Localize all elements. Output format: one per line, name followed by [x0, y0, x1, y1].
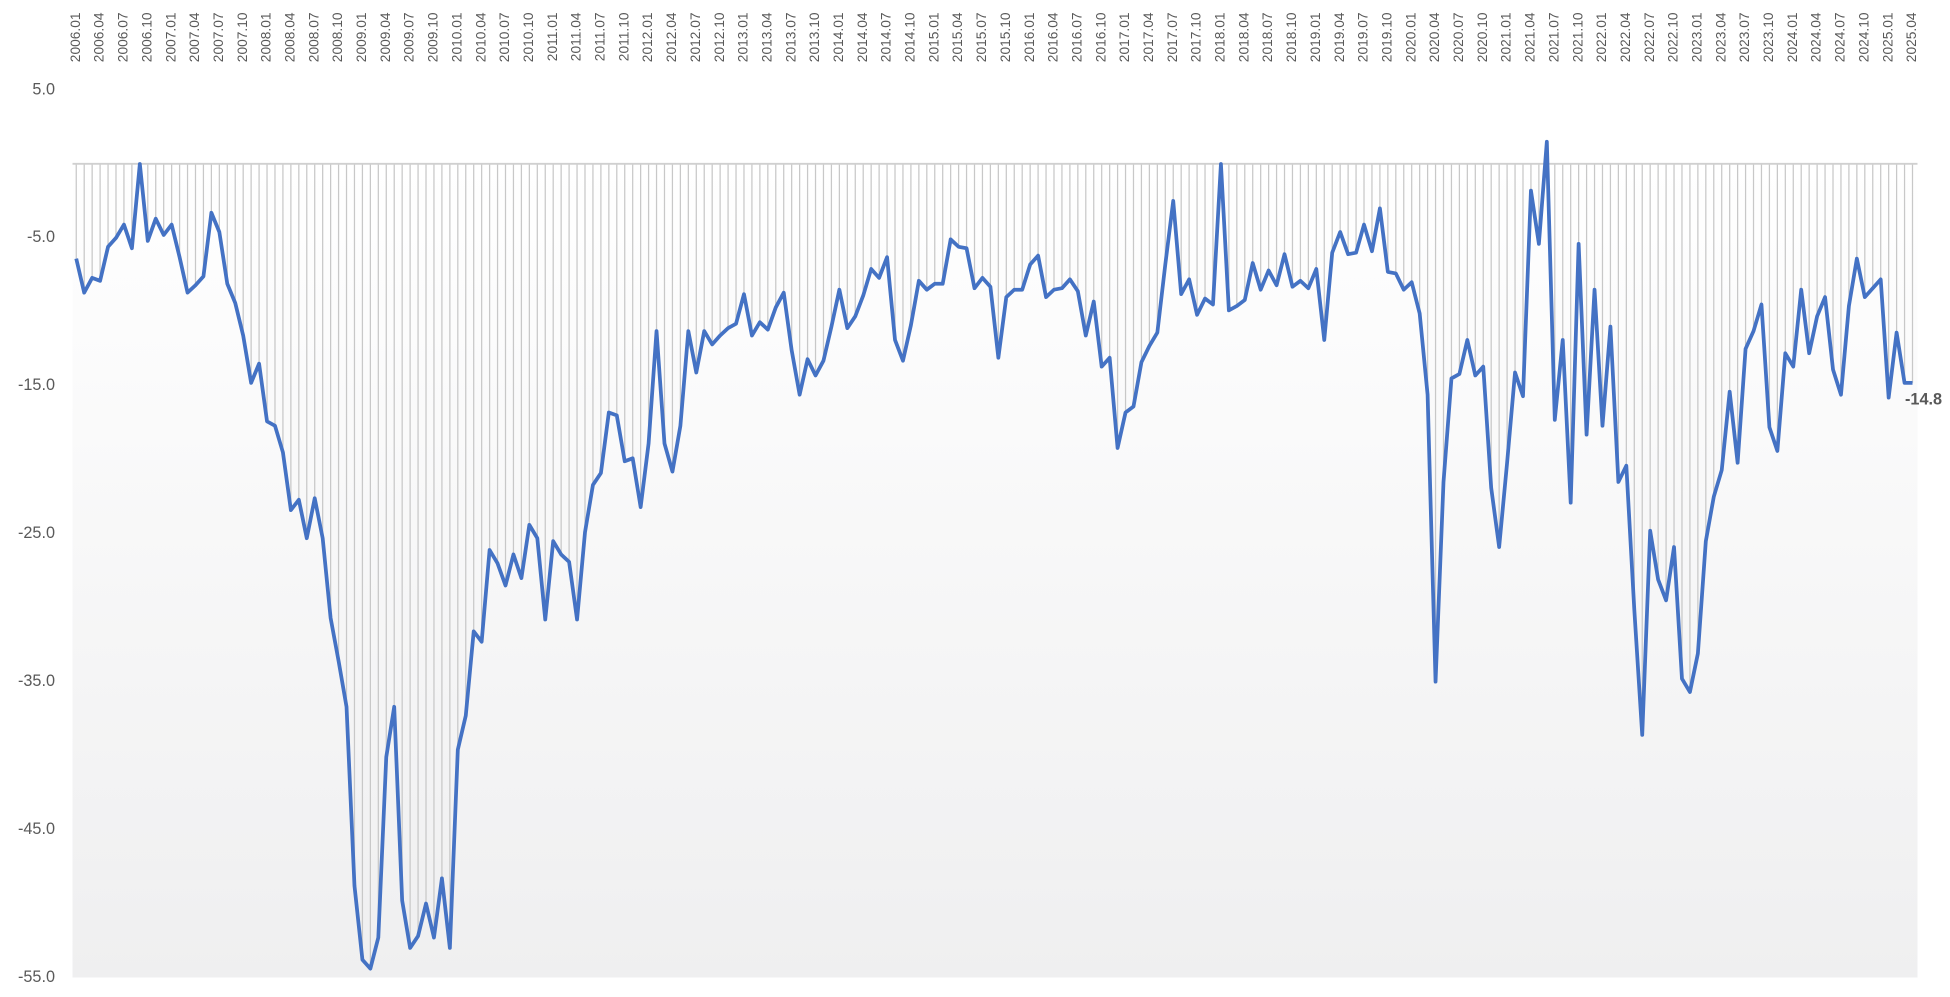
- x-tick-label: 2024.10: [1856, 12, 1871, 62]
- x-tick-label: 2022.07: [1642, 13, 1657, 63]
- x-tick-label: 2020.10: [1475, 12, 1490, 62]
- x-tick-label: 2021.04: [1523, 12, 1538, 62]
- x-tick-label: 2017.07: [1165, 13, 1180, 63]
- y-tick-label: -5.0: [27, 228, 55, 246]
- x-tick-label: 2015.10: [998, 12, 1013, 62]
- x-tick-label: 2011.10: [616, 12, 631, 61]
- x-tick-label: 2018.07: [1260, 13, 1275, 63]
- data-label: -14.8: [1905, 391, 1942, 409]
- x-tick-label: 2023.07: [1737, 13, 1752, 63]
- x-tick-label: 2024.01: [1785, 13, 1800, 63]
- x-tick-label: 2018.01: [1213, 13, 1228, 63]
- x-tick-label: 2008.01: [259, 13, 274, 63]
- x-tick-label: 2024.04: [1809, 12, 1824, 62]
- data-line: [74, 139, 1913, 971]
- x-tick-label: 2016.07: [1069, 13, 1084, 63]
- x-tick-label: 2012.10: [712, 12, 727, 62]
- x-tick-label: 2019.07: [1356, 13, 1371, 63]
- plot-background: [72, 163, 1918, 978]
- x-tick-label: 2009.10: [426, 12, 441, 62]
- x-tick-label: 2011.01: [545, 13, 560, 62]
- drop-lines: [75, 141, 1914, 969]
- x-tick-label: 2021.07: [1546, 13, 1561, 63]
- x-tick-label: 2008.10: [330, 12, 345, 62]
- x-tick-label: 2015.04: [950, 12, 965, 62]
- x-tick-label: 2019.04: [1332, 12, 1347, 62]
- x-tick-label: 2013.04: [759, 12, 774, 62]
- x-tick-label: 2006.01: [68, 13, 83, 63]
- x-tick-label: 2021.10: [1570, 12, 1585, 62]
- x-tick-label: 2013.07: [783, 13, 798, 63]
- x-tick-label: 2009.01: [354, 13, 369, 63]
- x-tick-label: 2012.01: [640, 13, 655, 63]
- x-tick-label: 2014.04: [855, 12, 870, 62]
- x-tick-label: 2008.07: [306, 13, 321, 63]
- x-tick-label: 2016.04: [1046, 12, 1061, 62]
- x-tick-label: 2023.10: [1761, 12, 1776, 62]
- x-tick-label: 2024.07: [1833, 13, 1848, 63]
- x-tick-label: 2007.07: [211, 13, 226, 63]
- x-tick-label: 2011.04: [569, 12, 584, 61]
- x-tick-label: 2016.10: [1093, 12, 1108, 62]
- y-tick-label: -55.0: [18, 968, 55, 986]
- x-tick-label: 2010.07: [497, 13, 512, 63]
- x-tick-label: 2009.07: [402, 13, 417, 63]
- y-tick-label: -15.0: [18, 376, 55, 394]
- x-tick-label: 2007.10: [235, 12, 250, 62]
- x-tick-label: 2009.04: [378, 12, 393, 62]
- x-tick-label: 2006.10: [139, 12, 154, 62]
- x-tick-label: 2013.10: [807, 12, 822, 62]
- x-tick-label: 2013.01: [736, 13, 751, 63]
- x-tick-label: 2022.01: [1594, 13, 1609, 63]
- x-tick-label: 2022.10: [1666, 12, 1681, 62]
- x-tick-label: 2014.10: [903, 12, 918, 62]
- x-tick-label: 2007.04: [187, 12, 202, 62]
- x-tick-label: 2017.10: [1189, 12, 1204, 62]
- y-tick-label: 5.0: [32, 80, 55, 98]
- x-tick-label: 2023.04: [1713, 12, 1728, 62]
- x-tick-label: 2022.04: [1618, 12, 1633, 62]
- y-tick-label: -25.0: [18, 524, 55, 542]
- x-tick-label: 2020.07: [1451, 13, 1466, 63]
- x-tick-label: 2011.07: [593, 13, 608, 62]
- x-tick-label: 2008.04: [283, 12, 298, 62]
- y-tick-label: -45.0: [18, 820, 55, 838]
- x-tick-label: 2025.01: [1880, 13, 1895, 63]
- x-tick-label: 2010.01: [449, 13, 464, 63]
- x-tick-label: 2006.07: [116, 13, 131, 63]
- x-tick-label: 2012.04: [664, 12, 679, 62]
- x-tick-label: 2023.01: [1689, 13, 1704, 63]
- x-tick-label: 2014.01: [831, 13, 846, 63]
- x-tick-label: 2017.01: [1117, 13, 1132, 63]
- x-tick-label: 2020.04: [1427, 12, 1442, 62]
- x-tick-label: 2017.04: [1141, 12, 1156, 62]
- x-tick-label: 2019.01: [1308, 13, 1323, 63]
- x-tick-label: 2010.04: [473, 12, 488, 62]
- x-tick-label: 2010.10: [521, 12, 536, 62]
- x-tick-label: 2015.01: [926, 13, 941, 63]
- x-tick-label: 2018.04: [1236, 12, 1251, 62]
- x-tick-label: 2014.07: [879, 13, 894, 63]
- x-tick-label: 2021.01: [1499, 13, 1514, 63]
- x-tick-label: 2015.07: [974, 13, 989, 63]
- y-tick-label: -35.0: [18, 672, 55, 690]
- x-tick-label: 2012.07: [688, 13, 703, 63]
- x-tick-label: 2020.01: [1403, 13, 1418, 63]
- x-tick-label: 2019.10: [1379, 12, 1394, 62]
- x-tick-label: 2018.10: [1284, 12, 1299, 62]
- x-tick-label: 2006.04: [92, 12, 107, 62]
- x-tick-label: 2016.01: [1022, 13, 1037, 63]
- x-tick-label: 2007.01: [163, 13, 178, 63]
- x-tick-label: 2025.04: [1904, 12, 1919, 62]
